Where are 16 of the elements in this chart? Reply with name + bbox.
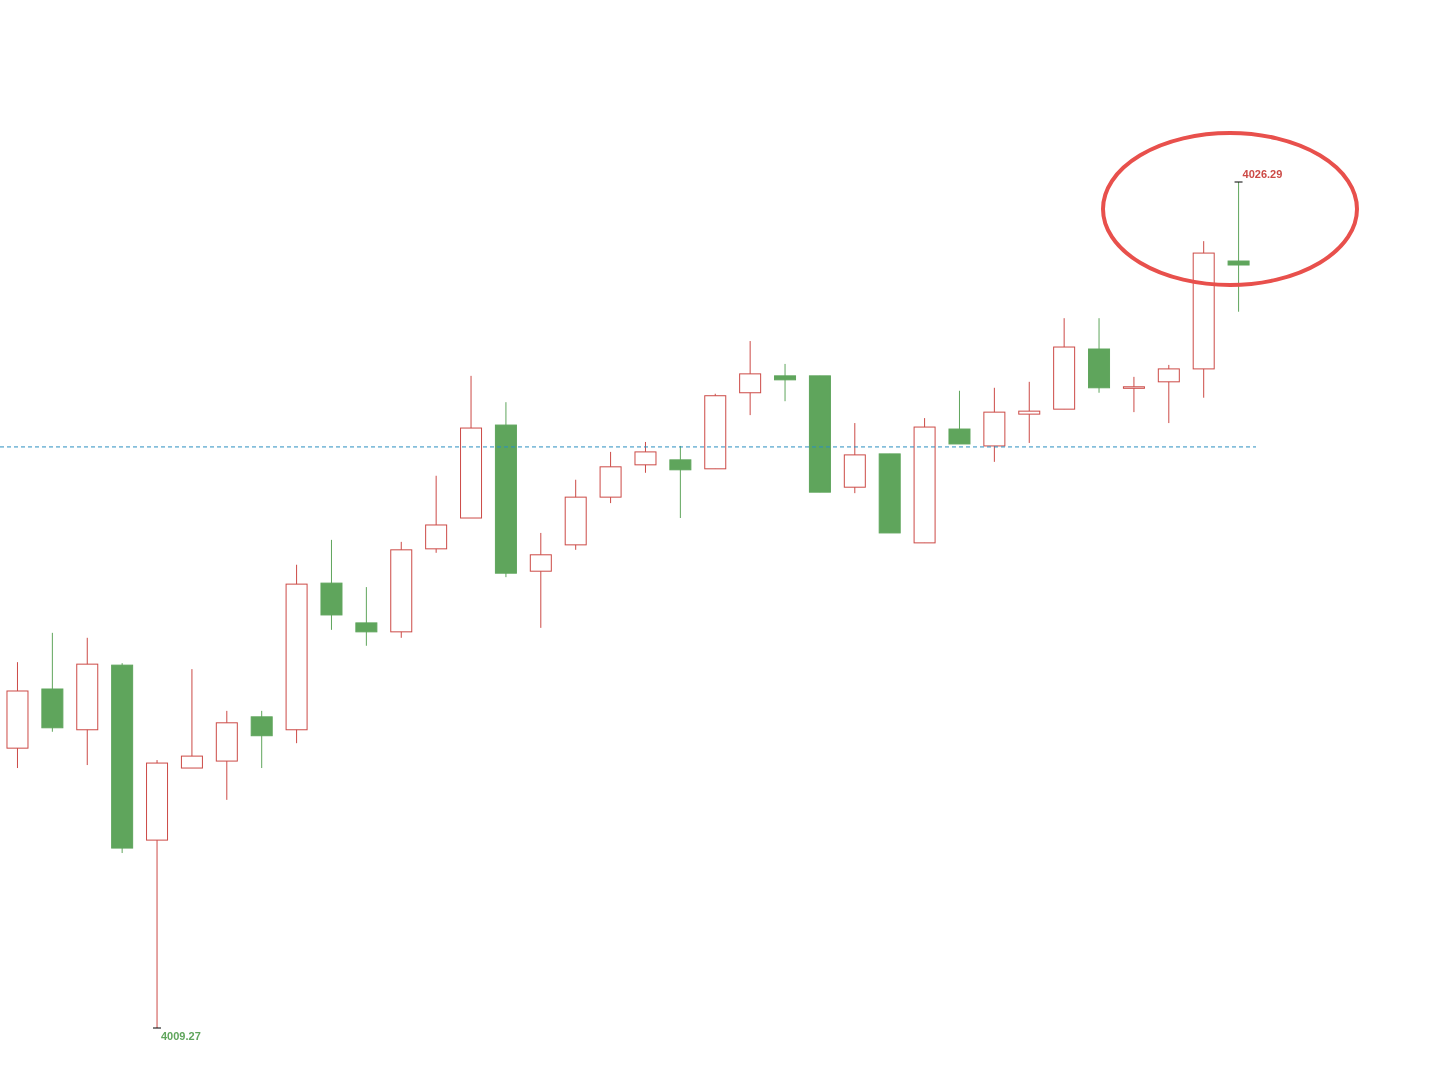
candlestick — [774, 363, 797, 402]
candlestick — [1157, 364, 1180, 424]
candlestick — [669, 445, 692, 519]
candlestick — [425, 475, 448, 554]
candlestick — [250, 710, 273, 769]
candlestick — [948, 390, 971, 445]
candlestick — [1018, 381, 1041, 444]
candlestick — [1227, 182, 1250, 313]
candlestick — [1122, 376, 1145, 413]
candlestick — [634, 441, 657, 474]
text: 4026.29 — [1242, 168, 1283, 180]
candlestick — [180, 668, 203, 769]
candlestick — [739, 340, 762, 416]
text: 4009.27 — [161, 1030, 201, 1042]
candlestick — [355, 586, 378, 647]
candlestick — [529, 532, 552, 629]
